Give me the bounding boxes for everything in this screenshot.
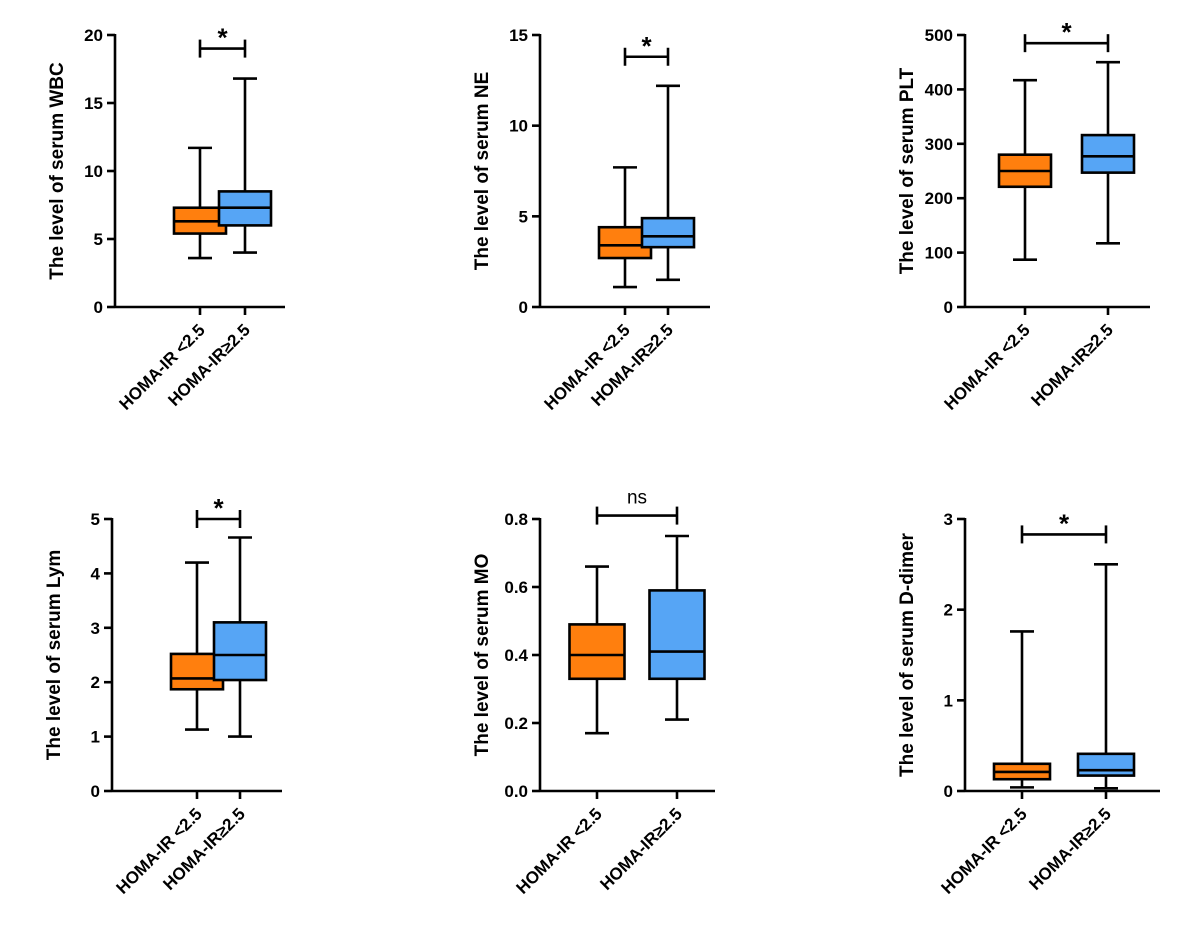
panel-5: 0.0 0.2 0.4 0.6 0.8 The level of serum MO HOMA…: [472, 488, 715, 898]
iqr-box: [1076, 752, 1136, 777]
y-tick-label: 500: [925, 26, 953, 45]
y-axis-title: The level of serum WBC: [47, 62, 68, 280]
x-category-label: HOMA-IR <2.5: [938, 804, 1031, 897]
y-tick-label: 5: [519, 207, 528, 226]
significance-label: *: [217, 23, 228, 53]
significance-bracket: *: [195, 493, 242, 528]
panel-6: 0 1 2 3 The level of serum D-dimer HOMA-IR <2…: [897, 508, 1160, 898]
y-tick-label: 1: [944, 691, 953, 710]
significance-label: *: [1059, 508, 1070, 538]
y-axis-title: The level of serum Lym: [44, 550, 65, 760]
y-axis-title: The level of serum PLT: [897, 67, 918, 274]
y-tick-label: 10: [84, 162, 103, 181]
y-tick-label: 0.0: [504, 782, 528, 801]
iqr-box: [212, 621, 268, 682]
y-tick-label: 10: [509, 117, 528, 136]
y-tick-label: 0: [944, 298, 953, 317]
box-homa-ir-ge-2-5: [212, 536, 268, 738]
y-tick-label: 0: [91, 782, 100, 801]
box-homa-ir-ge-2-5: [217, 77, 273, 254]
iqr-box: [648, 589, 706, 681]
significance-bracket: *: [623, 31, 670, 66]
x-category-label: HOMA-IR <2.5: [513, 804, 606, 897]
x-category-label: HOMA-IR≥2.5: [596, 804, 685, 893]
y-tick-label: 15: [509, 26, 528, 45]
significance-bracket: *: [1020, 508, 1108, 544]
y-tick-label: 0: [944, 782, 953, 801]
y-tick-label: 0: [519, 298, 528, 317]
significance-label: *: [641, 31, 652, 61]
y-tick-label: 4: [91, 564, 101, 583]
y-tick-label: 5: [94, 230, 103, 249]
iqr-box: [568, 623, 626, 681]
box-homa-ir-lt-2-5: [997, 78, 1053, 261]
y-tick-label: 2: [91, 673, 100, 692]
box-homa-ir-lt-2-5: [992, 630, 1052, 789]
y-tick-label: 3: [944, 510, 953, 529]
x-category-label: HOMA-IR <2.5: [941, 320, 1034, 413]
y-tick-label: 15: [84, 94, 103, 113]
y-axis-title: The level of serum MO: [472, 554, 493, 757]
significance-bracket: ns: [595, 488, 679, 525]
y-tick-label: 1: [91, 728, 100, 747]
x-category-label: HOMA-IR≥2.5: [1025, 804, 1114, 893]
box-homa-ir-ge-2-5: [1080, 60, 1136, 245]
box-homa-ir-ge-2-5: [640, 84, 696, 282]
x-category-label: HOMA-IR≥2.5: [164, 320, 253, 409]
significance-bracket: *: [198, 23, 247, 58]
iqr-box: [1080, 133, 1136, 174]
box-homa-ir-lt-2-5: [172, 146, 228, 260]
y-tick-label: 0: [94, 298, 103, 317]
y-tick-label: 5: [91, 510, 100, 529]
x-category-label: HOMA-IR≥2.5: [1027, 320, 1116, 409]
y-tick-label: 300: [925, 135, 953, 154]
y-tick-label: 0.6: [504, 578, 528, 597]
y-tick-label: 100: [925, 244, 953, 263]
box-homa-ir-lt-2-5: [568, 565, 626, 735]
y-tick-label: 0.8: [504, 510, 528, 529]
iqr-box: [640, 216, 696, 249]
y-tick-label: 400: [925, 80, 953, 99]
box-homa-ir-ge-2-5: [1076, 563, 1136, 790]
significance-label: *: [213, 493, 224, 523]
y-tick-label: 3: [91, 619, 100, 638]
box-homa-ir-ge-2-5: [648, 534, 706, 721]
y-axis-title: The level of serum D-dimer: [897, 532, 918, 777]
y-axis-title: The level of serum NE: [472, 72, 493, 271]
significance-label: ns: [627, 488, 647, 509]
significance-label: *: [1061, 17, 1072, 47]
y-tick-label: 20: [84, 26, 103, 45]
significance-bracket: *: [1023, 17, 1110, 53]
y-tick-label: 200: [925, 189, 953, 208]
y-tick-label: 0.4: [504, 646, 528, 665]
y-tick-label: 0.2: [504, 714, 528, 733]
panel-3: 0 100 200 300 400 500 The level of serum PLT HO…: [897, 17, 1150, 414]
y-tick-label: 2: [944, 601, 953, 620]
